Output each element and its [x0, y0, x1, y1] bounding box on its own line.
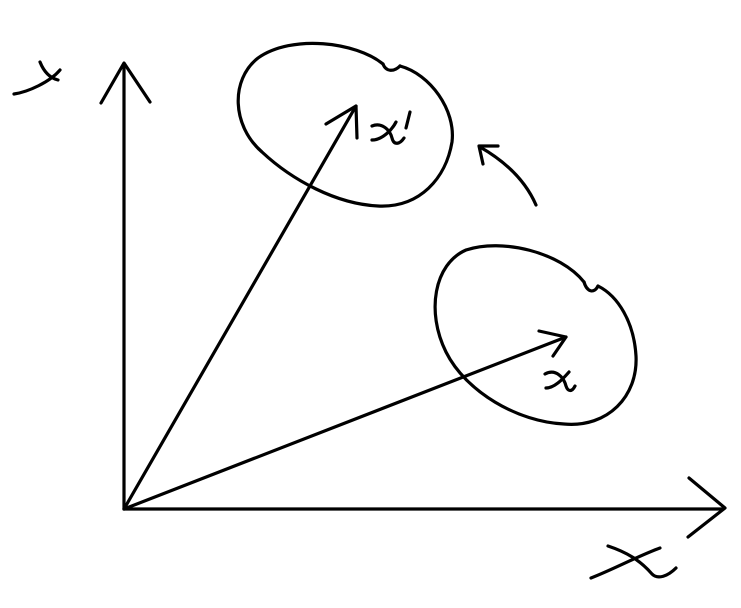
- vector-x-prime-label-text: x': [372, 123, 386, 142]
- vector-x-label-text: x: [548, 373, 557, 392]
- vector-x-arrowhead: [537, 329, 568, 358]
- transform-arrow-curve: [478, 145, 538, 207]
- x-axis-arrowhead: [686, 476, 727, 539]
- transform-arrow-head: [477, 144, 500, 166]
- x-axis-label: [589, 544, 678, 580]
- y-axis-label-text: y: [30, 75, 39, 94]
- vector-x-prime-label: [370, 110, 412, 145]
- blob-x-notch: [582, 280, 600, 293]
- blob-x: [433, 244, 638, 426]
- y-axis-label: [12, 60, 62, 96]
- y-axis-arrowhead: [99, 61, 152, 105]
- vector-x-prime-shaft: [122, 104, 358, 511]
- vector-x-shaft: [122, 335, 568, 511]
- x-axis-label-text: x: [620, 555, 629, 574]
- blob-x-prime: [236, 41, 454, 208]
- blob-x-prime-notch: [381, 62, 402, 72]
- vector-x-label: [543, 370, 577, 393]
- vector-x-prime-arrowhead: [324, 104, 359, 140]
